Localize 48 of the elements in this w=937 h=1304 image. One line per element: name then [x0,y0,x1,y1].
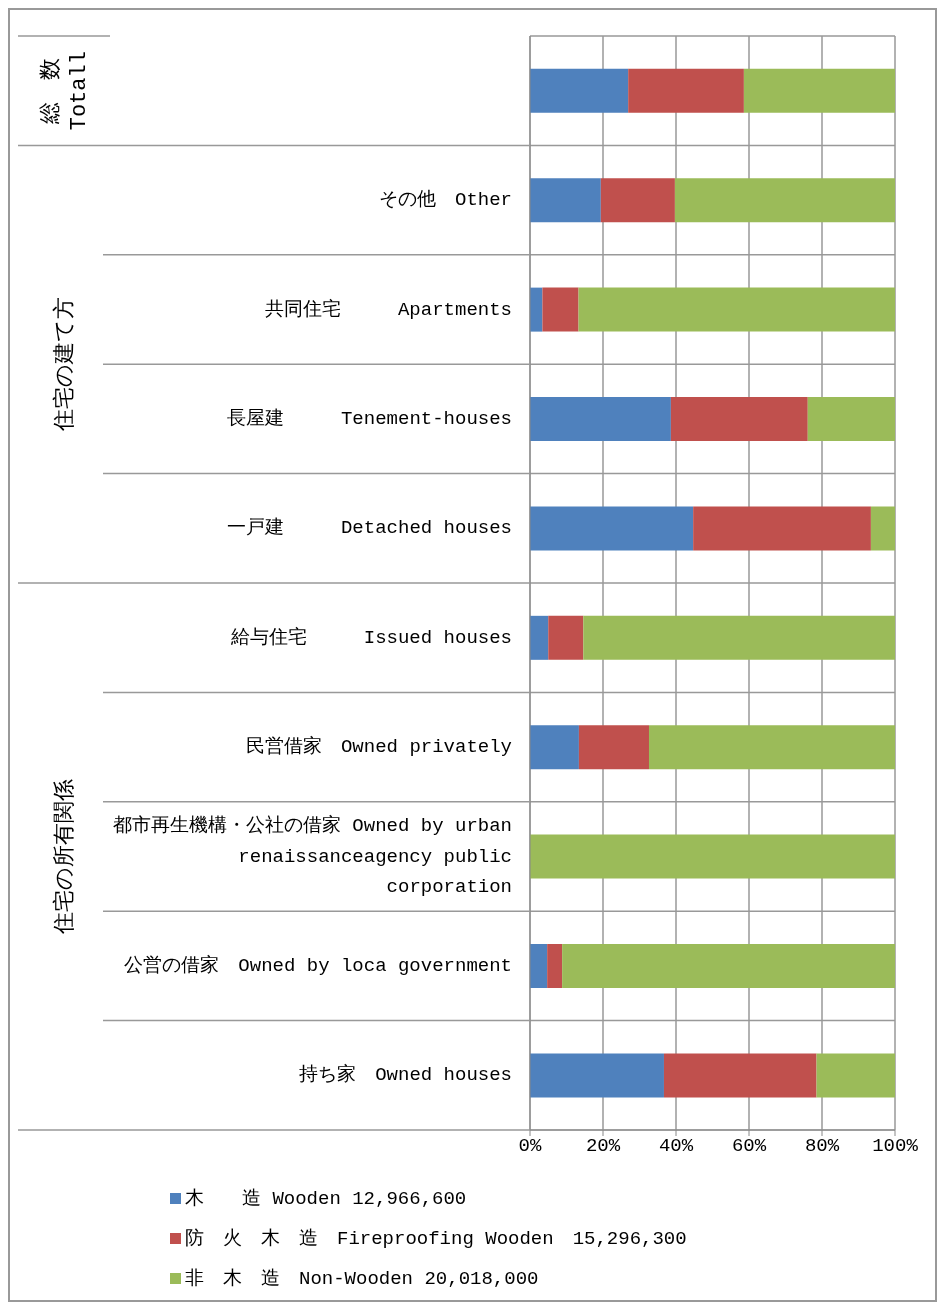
bar [530,506,694,551]
text: 住宅の所有関係 [51,779,78,935]
bar [663,1053,817,1098]
y-tick-label: 長屋建 Tenement-houses [226,407,512,430]
y-tick-label: 公営の借家 Owned by loca government [124,953,512,977]
bar [530,178,601,223]
bar [530,68,629,113]
bar [628,68,744,113]
y-tick-label: 一戸建 Detached houses [226,517,512,540]
legend-label: 非 木 造 Non-Wooden 20,018,000 [185,1267,539,1291]
bar [807,397,895,442]
y-tick-label: 民営借家 Owned privately [245,735,512,759]
x-tick-label: 100% [872,1135,919,1158]
bar [562,944,895,989]
x-tick-label: 20% [585,1135,621,1158]
bar [530,615,549,660]
bar [670,397,808,442]
bar [648,725,895,770]
bar [578,725,649,770]
x-tick-label: 0% [518,1135,542,1158]
bar [530,397,671,442]
y-tick-label: その他 Other [378,189,512,212]
bar [743,68,895,113]
bar [542,287,579,332]
bar [530,725,579,770]
bar [674,178,895,223]
bar [578,287,895,332]
text: 総 数 Totall [38,51,92,131]
x-tick-label: 80% [804,1135,840,1158]
x-tick-label: 60% [731,1135,767,1158]
bar [530,1053,664,1098]
y-tick-label: 都市再生機構・公社の借家 Owned by urban renaissanceagency public corporation [112,814,512,898]
y-tick-label: 給与住宅 Issued houses [229,625,512,649]
bar [548,615,584,660]
x-tick-label: 40% [658,1135,694,1158]
text: 住宅の建て方 [51,297,78,433]
bar [693,506,871,551]
bar [583,615,895,660]
y-tick-label: 持ち家 Owned houses [299,1063,512,1087]
y-tick-label: 共同住宅 Apartments [264,297,512,321]
bar [530,834,895,879]
bar [816,1053,895,1098]
bar [547,944,563,989]
bar [600,178,675,223]
legend-label: 防 火 木 造 Fireproofing Wooden 15,296,300 [185,1227,687,1251]
bar [530,944,548,989]
bar [870,506,895,551]
legend-label: 木 造 Wooden 12,966,600 [185,1187,467,1211]
